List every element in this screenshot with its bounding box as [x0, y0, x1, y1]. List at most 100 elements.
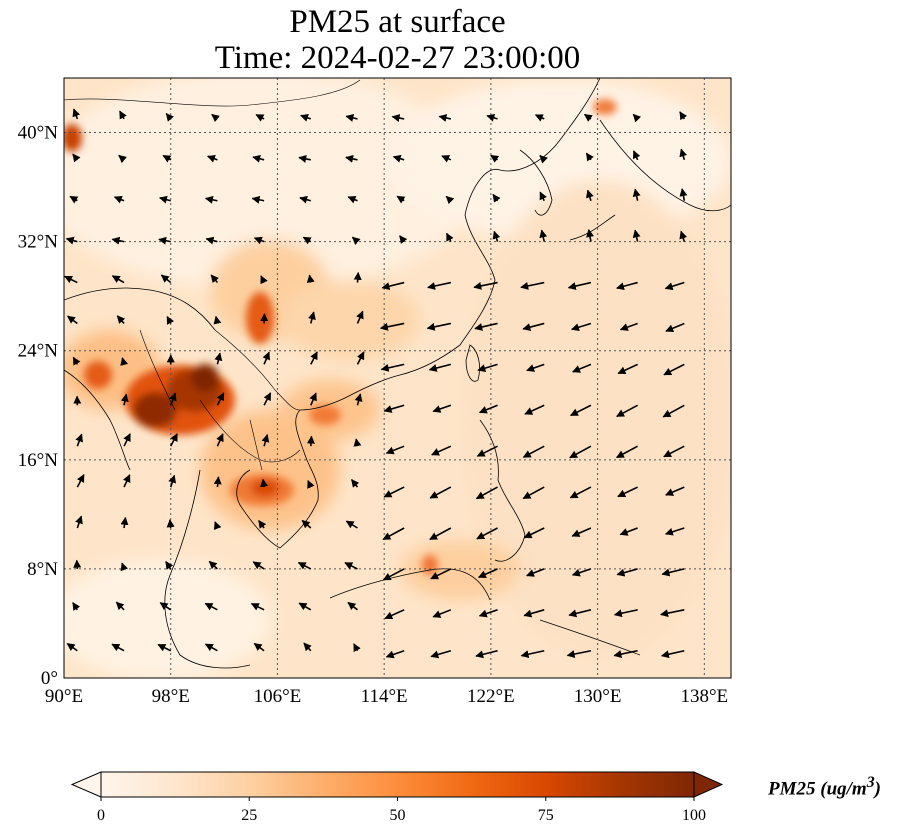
- wind-arrow: [73, 559, 82, 569]
- wind-arrow: [210, 274, 219, 284]
- wind-arrow: [617, 363, 638, 375]
- wind-arrow: [65, 236, 78, 245]
- wind-arrow: [430, 568, 452, 580]
- wind-arrow: [385, 445, 405, 455]
- wind-arrow: [619, 527, 638, 536]
- wind-arrow: [382, 527, 405, 541]
- wind-arrow: [616, 404, 638, 418]
- wind-arrow: [664, 281, 685, 291]
- wind-arrow: [72, 601, 81, 611]
- wind-arrow: [476, 445, 498, 457]
- wind-arrow: [385, 649, 405, 659]
- wind-arrow: [660, 649, 685, 659]
- wind-arrow: [477, 568, 498, 578]
- wind-arrow: [252, 154, 265, 163]
- wind-arrow: [585, 152, 594, 162]
- wind-arrow: [347, 601, 358, 611]
- wind-arrow: [663, 445, 685, 458]
- wind-arrow: [384, 609, 405, 620]
- wind-arrow: [441, 155, 452, 163]
- wind-arrow: [204, 195, 218, 204]
- wind-arrow: [261, 433, 270, 447]
- wind-arrow: [679, 148, 688, 161]
- wind-arrow: [379, 322, 405, 331]
- wind-arrow: [356, 310, 364, 324]
- wind-arrow: [166, 519, 175, 529]
- colorbar-label-superscript: 3: [866, 774, 875, 791]
- wind-arrow: [571, 568, 592, 577]
- colorbar-label-close: ): [874, 778, 881, 800]
- wind-arrow: [572, 363, 592, 373]
- wind-arrow: [345, 114, 358, 122]
- wind-arrow: [446, 232, 454, 242]
- wind-arrow: [350, 478, 360, 488]
- wind-arrow: [159, 602, 172, 611]
- colorbar: 0 25 50 75 100: [70, 771, 724, 824]
- wind-arrow: [351, 236, 361, 246]
- wind-arrow: [213, 315, 222, 325]
- wind-arrow: [353, 643, 361, 653]
- wind-arrow: [619, 322, 638, 331]
- lat-tick-label: 8°N: [27, 559, 58, 580]
- wind-arrow: [159, 195, 171, 204]
- wind-arrow: [308, 311, 316, 324]
- wind-arrow: [526, 568, 545, 577]
- colorbar-tick-label: 100: [682, 807, 706, 824]
- wind-arrow: [356, 351, 365, 365]
- wind-arrow: [301, 519, 312, 529]
- wind-arrow: [380, 363, 405, 372]
- wind-arrow: [260, 275, 268, 285]
- colorbar-tick-label: 25: [241, 807, 257, 824]
- wind-arrow: [661, 568, 685, 577]
- colorbar-tick-label: 75: [538, 807, 554, 824]
- wind-arrow: [263, 392, 272, 406]
- wind-arrow: [206, 154, 218, 163]
- wind-arrow: [119, 110, 127, 120]
- wind-arrow: [162, 154, 172, 163]
- wind-arrow: [214, 352, 223, 365]
- wind-arrow: [569, 445, 592, 459]
- wind-arrow: [307, 479, 315, 489]
- chart-title-line1: PM25 at surface: [289, 4, 506, 40]
- wind-arrow: [250, 602, 265, 611]
- wind-arrow: [524, 404, 545, 415]
- wind-arrow: [568, 609, 592, 618]
- wind-arrow: [616, 281, 638, 291]
- wind-arrow: [168, 474, 177, 488]
- wind-arrow: [113, 195, 125, 204]
- wind-arrow: [445, 195, 455, 205]
- wind-arrow: [67, 315, 78, 325]
- wind-arrow: [571, 322, 592, 332]
- wind-arrow: [157, 643, 172, 652]
- wind-arrow: [345, 520, 358, 529]
- wind-arrow: [492, 193, 501, 203]
- wind-arrow: [477, 363, 498, 372]
- wind-arrow: [64, 275, 78, 284]
- wind-arrow: [539, 229, 548, 242]
- wind-arrow: [205, 236, 218, 245]
- wind-arrow: [160, 274, 172, 284]
- wind-arrow: [115, 601, 125, 611]
- wind-arrow: [664, 527, 685, 536]
- lat-tick-label: 32°N: [18, 232, 59, 253]
- wind-arrow: [586, 229, 594, 242]
- wind-arrow: [111, 236, 125, 245]
- wind-arrow: [120, 562, 129, 572]
- wind-arrow: [523, 527, 545, 539]
- wind-arrow: [345, 154, 358, 163]
- wind-arrow: [586, 189, 594, 201]
- wind-arrow: [118, 154, 127, 164]
- wind-arrow: [347, 195, 358, 204]
- wind-arrow: [166, 315, 175, 325]
- wind-arrow: [306, 274, 315, 284]
- wind-arrow: [260, 478, 268, 488]
- wind-arrow: [383, 404, 405, 413]
- wind-arrow: [116, 315, 126, 324]
- lon-tick-label: 90°E: [45, 686, 83, 707]
- wind-arrow: [72, 356, 81, 366]
- wind-arrow: [75, 433, 83, 447]
- colorbar-tick-label: 0: [97, 807, 105, 824]
- wind-arrow: [539, 191, 547, 202]
- wind-arrow: [381, 281, 405, 291]
